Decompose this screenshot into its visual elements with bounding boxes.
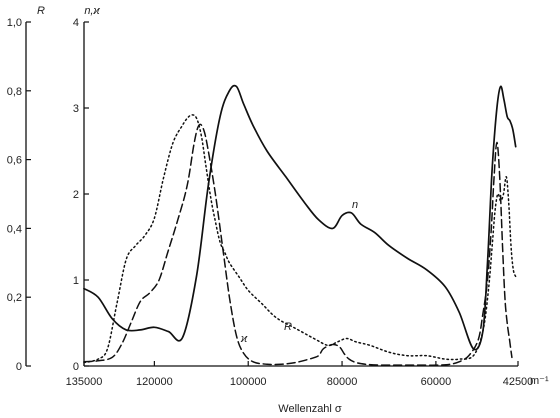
nk-axis-title: n,ϰ	[84, 5, 100, 17]
curve-label-n: n	[352, 199, 358, 211]
series-n-line	[83, 84, 517, 351]
nk-tick-label: 0	[73, 361, 79, 373]
r-tick-label: 0,4	[7, 223, 22, 235]
x-tick-label: 60000	[421, 376, 452, 388]
x-tick-label: 100000	[230, 376, 267, 388]
r-tick-label: 0,8	[7, 86, 22, 98]
series-r-line	[83, 114, 517, 364]
curve-label-R: R	[284, 321, 292, 333]
series-kappa-line	[83, 123, 513, 366]
nk-tick-label: 2	[73, 189, 79, 201]
x-unit-label: m⁻¹	[530, 375, 549, 387]
x-axis-title: Wellenzahl σ	[278, 403, 342, 415]
x-ticks: 135000 120000 100000 80000 60000 42500	[66, 361, 534, 388]
x-tick-label: 135000	[66, 376, 103, 388]
x-tick-label: 120000	[136, 376, 173, 388]
x-tick-label: 80000	[327, 376, 358, 388]
nk-ticks: 0 1 2 3 4	[73, 17, 89, 373]
nk-tick-label: 4	[73, 17, 79, 29]
left-axis-title: R	[37, 5, 45, 17]
left-axis: R 0 0,2 0,4 0,6 0,8 1,0	[7, 5, 45, 373]
x-tick-label: 42500	[503, 376, 534, 388]
left-ticks: 0 0,2 0,4 0,6 0,8 1,0	[7, 17, 31, 373]
curve-label-kappa: ϰ	[240, 333, 248, 345]
nk-tick-label: 3	[73, 103, 79, 115]
nk-tick-label: 1	[73, 275, 79, 287]
r-tick-label: 0	[16, 361, 22, 373]
r-tick-label: 0,6	[7, 155, 22, 167]
r-tick-label: 0,2	[7, 292, 22, 304]
right-axis: n,ϰ 0 1 2 3 4	[73, 5, 101, 373]
r-tick-label: 1,0	[7, 17, 22, 29]
x-axis: 135000 120000 100000 80000 60000 42500 m⁻¹ We…	[66, 361, 549, 415]
curves	[83, 84, 517, 366]
